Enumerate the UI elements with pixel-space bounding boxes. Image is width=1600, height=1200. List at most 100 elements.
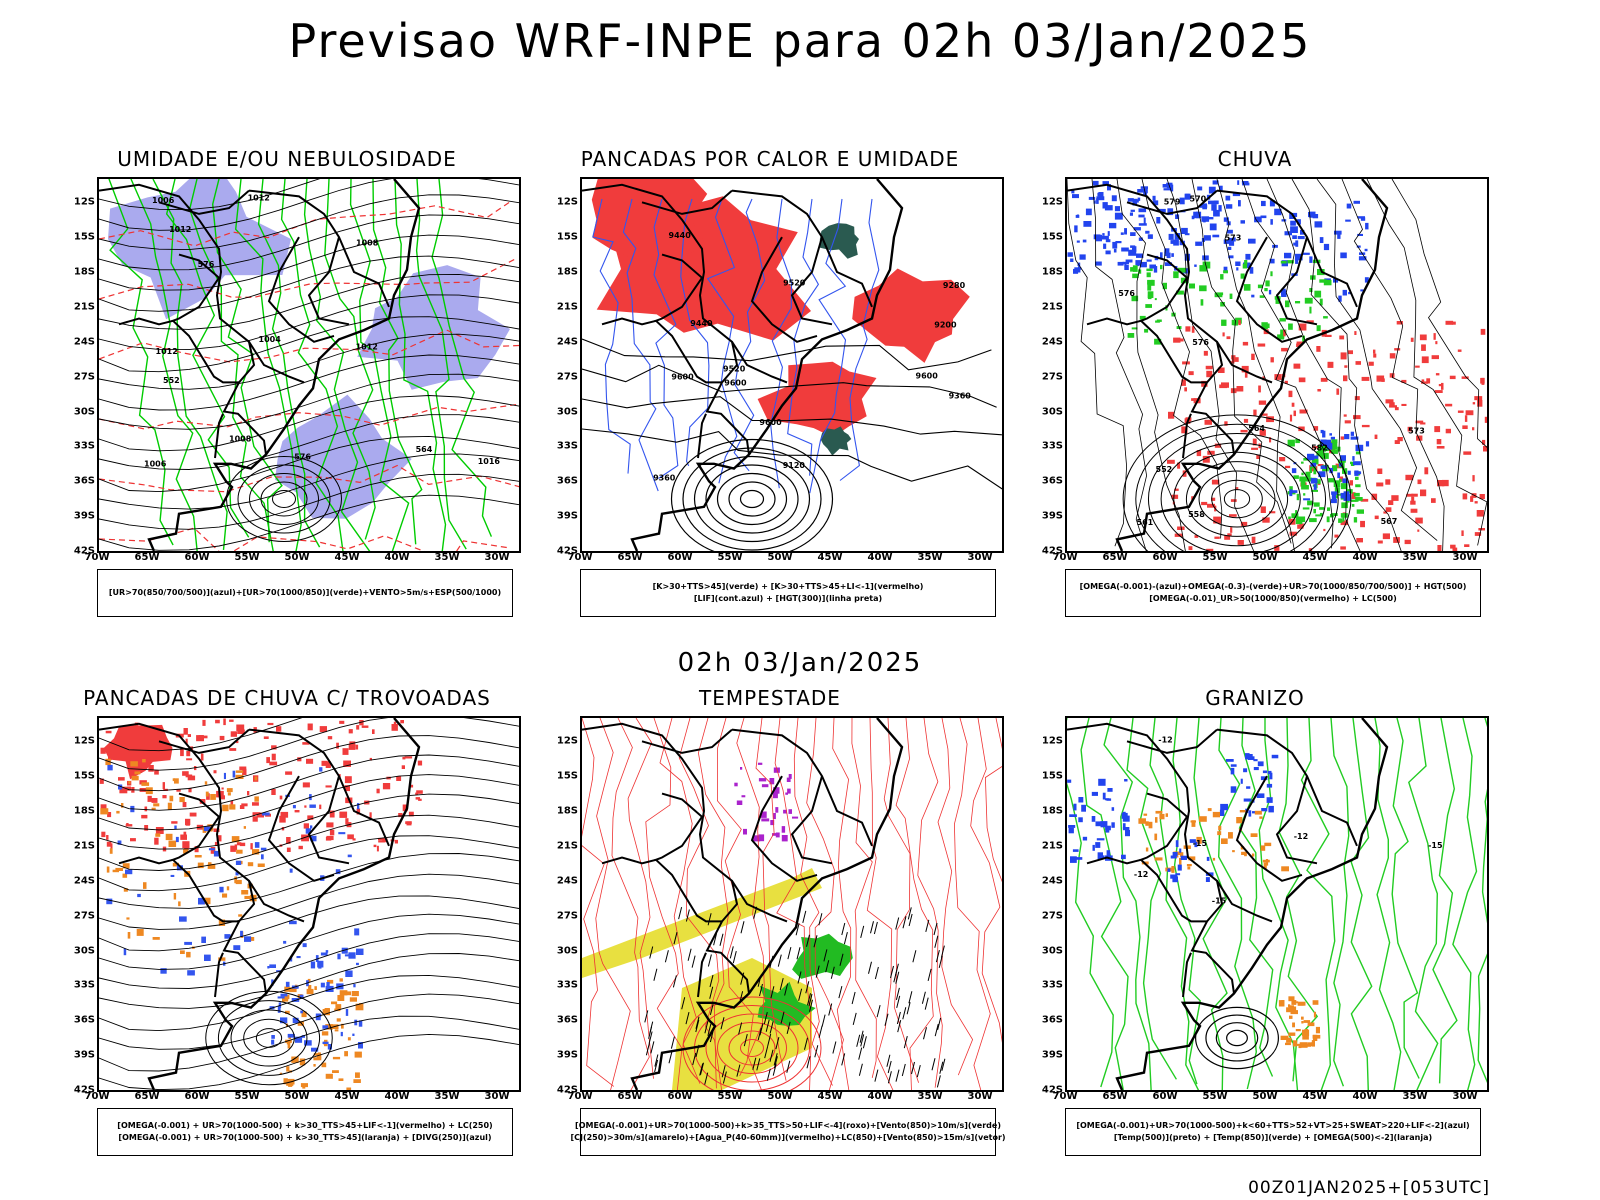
longitude-tick-label: 45W — [334, 552, 360, 563]
shaded-cell — [130, 761, 138, 767]
wind-vector — [687, 948, 692, 961]
shaded-cell — [289, 920, 297, 925]
shaded-cell — [1296, 493, 1300, 501]
contour-label: 9280 — [943, 281, 966, 290]
shaded-cell — [1376, 375, 1385, 382]
shaded-cell — [1340, 520, 1349, 526]
wind-vector — [773, 1056, 778, 1069]
shaded-cell — [254, 796, 259, 802]
shaded-cell — [1299, 476, 1307, 482]
shaded-cell — [1355, 484, 1361, 488]
shaded-cell — [280, 1017, 288, 1024]
shaded-cell — [1272, 244, 1278, 248]
shaded-cell — [1449, 375, 1456, 380]
contour-line — [582, 718, 615, 1087]
shaded-cell — [1138, 223, 1147, 226]
shaded-cell — [1340, 513, 1348, 518]
shaded-cell — [1406, 493, 1414, 497]
shaded-cell — [185, 738, 188, 745]
contour-line — [1067, 179, 1128, 547]
wind-vector — [648, 1026, 653, 1039]
shaded-cell — [236, 724, 245, 731]
shaded-cell — [345, 991, 351, 996]
longitude-tick-label: 65W — [617, 1091, 643, 1102]
shaded-cell — [1424, 467, 1429, 475]
shaded-cell — [1261, 322, 1268, 330]
shaded-cell — [1374, 434, 1378, 439]
longitude-tick-label: 40W — [867, 1091, 893, 1102]
shaded-cell — [1206, 370, 1213, 378]
shaded-cell — [1318, 445, 1325, 451]
shaded-cell — [1105, 828, 1110, 833]
latitude-axis: 12S 15S 18S 21S 24S 27S 30S 33S 36S 39S 42S — [1033, 177, 1063, 557]
shaded-cell — [1342, 289, 1347, 296]
shaded-cell — [1164, 248, 1170, 253]
shaded-cell — [1176, 290, 1184, 295]
contour-ring — [693, 455, 811, 543]
shaded-cell — [198, 897, 205, 905]
shaded-cell — [1228, 237, 1235, 241]
shaded-cell — [1476, 510, 1484, 517]
wind-vector — [895, 917, 900, 930]
shaded-cell — [169, 795, 174, 802]
wind-vector — [700, 1062, 704, 1075]
wind-vector — [766, 1068, 771, 1081]
shaded-cell — [221, 787, 224, 790]
shaded-cell — [1420, 422, 1426, 425]
shaded-cell — [1295, 439, 1300, 444]
contour-line — [280, 179, 344, 551]
contour-line — [736, 718, 765, 1090]
shaded-cell — [235, 872, 239, 876]
shaded-cell — [1317, 269, 1325, 276]
wind-vector — [707, 913, 712, 926]
streamline — [99, 1033, 519, 1090]
shaded-cell — [279, 815, 286, 823]
latitude-tick-label: 33S — [1041, 979, 1063, 991]
shaded-cell — [1199, 265, 1208, 272]
longitude-tick-label: 55W — [717, 552, 743, 563]
shaded-cell — [1214, 536, 1220, 539]
shaded-cell — [356, 948, 364, 955]
shaded-cell — [1223, 217, 1229, 222]
shaded-cell — [293, 1019, 297, 1023]
latitude-tick-label: 21S — [556, 301, 578, 313]
shaded-cell — [1212, 857, 1216, 861]
shaded-cell — [1251, 294, 1255, 298]
shaded-cell — [1256, 454, 1260, 459]
latitude-tick-label: 12S — [556, 196, 578, 208]
longitude-tick-label: 40W — [867, 552, 893, 563]
shaded-cell — [1213, 200, 1219, 205]
shaded-cell — [1410, 508, 1418, 513]
shaded-cell — [125, 824, 133, 827]
streamline — [99, 395, 519, 452]
shaded-cell — [1264, 842, 1272, 847]
wind-vector — [756, 1058, 761, 1071]
shaded-cell — [1388, 500, 1394, 505]
shaded-cell — [178, 901, 181, 907]
contour-ring — [705, 1013, 799, 1083]
shaded-cell — [1297, 524, 1304, 529]
shaded-cell — [247, 862, 254, 867]
longitude-tick-label: 45W — [817, 552, 843, 563]
contour-label: 9200 — [934, 320, 957, 329]
shaded-cell — [188, 787, 192, 793]
legend-text: [K>30+TTS>45](verde) + [K>30+TTS>45+LI<-… — [652, 582, 924, 591]
shaded-cell — [1479, 494, 1485, 500]
contour-line — [1191, 179, 1292, 544]
shaded-cell — [236, 842, 242, 846]
shaded-cell — [357, 803, 360, 810]
shaded-cell — [1243, 798, 1251, 802]
shaded-cell — [1207, 808, 1212, 812]
shaded-cell — [1420, 335, 1426, 339]
shaded-cell — [351, 991, 359, 997]
shaded-cell — [292, 805, 296, 809]
shaded-cell — [1295, 257, 1299, 264]
shaded-cell — [1320, 429, 1324, 434]
longitude-tick-label: 40W — [384, 552, 410, 563]
shaded-cell — [260, 847, 267, 851]
shaded-cell — [1385, 399, 1394, 404]
contour-line — [303, 179, 371, 551]
shaded-cell — [1227, 533, 1232, 536]
shaded-cell — [1360, 217, 1366, 221]
